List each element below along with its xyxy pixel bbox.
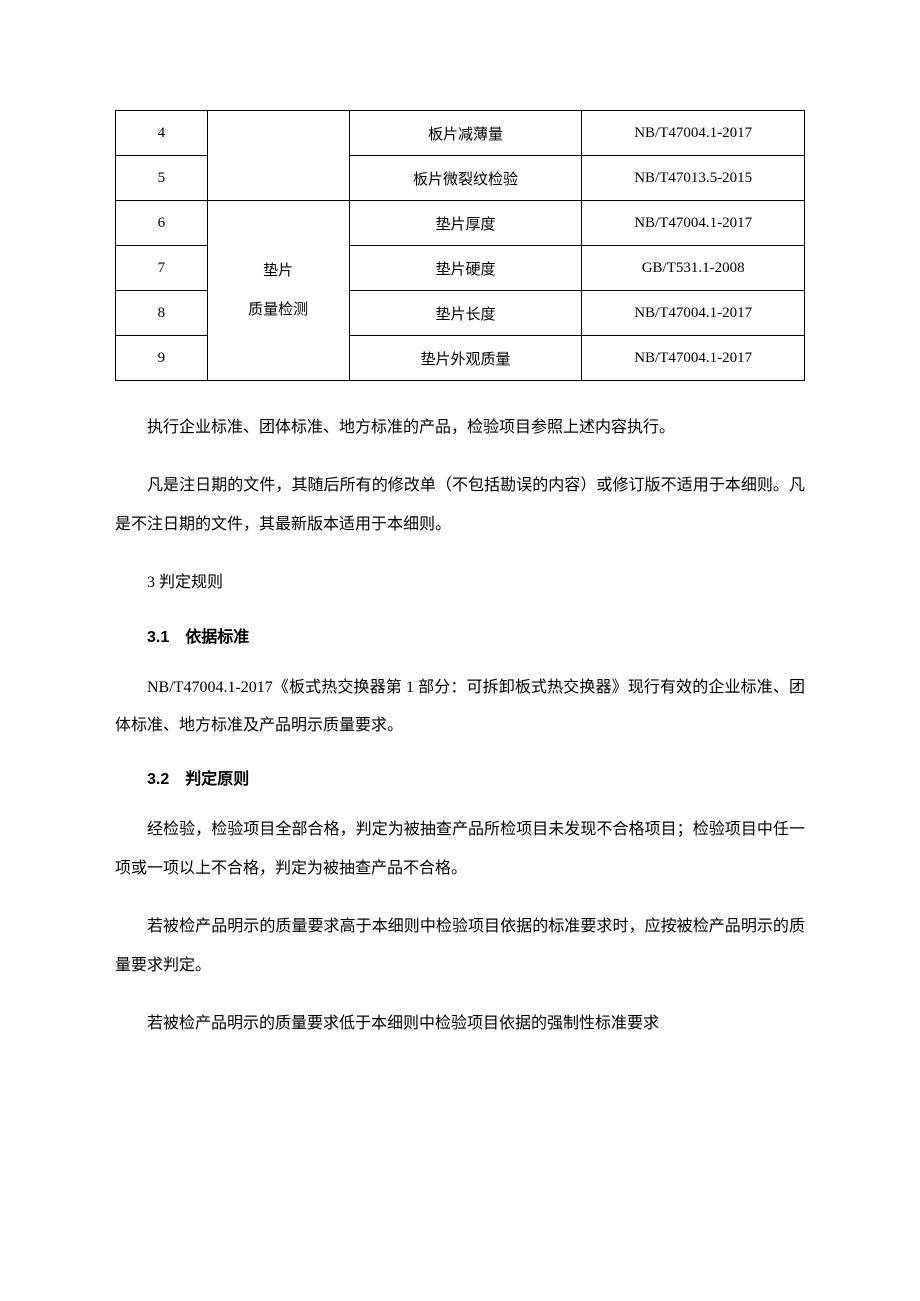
cell-std: GB/T531.1-2008 [582, 246, 805, 291]
heading-3-2: 3.2 判定原则 [115, 765, 805, 789]
cell-category: 垫片 质量检测 [207, 201, 349, 381]
cell-num: 9 [116, 336, 208, 381]
cell-num: 7 [116, 246, 208, 291]
cell-item: 板片微裂纹检验 [349, 156, 582, 201]
cell-std: NB/T47013.5-2015 [582, 156, 805, 201]
heading-3-1: 3.1 依据标准 [115, 623, 805, 647]
page: 4 板片减薄量 NB/T47004.1-2017 5 板片微裂纹检验 NB/T4… [0, 0, 920, 1301]
cell-num: 8 [116, 291, 208, 336]
section-3-title: 3 判定规则 [115, 564, 805, 602]
cell-item: 垫片厚度 [349, 201, 582, 246]
cell-num: 4 [116, 111, 208, 156]
paragraph: NB/T47004.1-2017《板式热交换器第 1 部分：可拆卸板式热交换器》… [115, 669, 805, 746]
cell-item: 垫片长度 [349, 291, 582, 336]
category-line1: 垫片 [208, 252, 349, 291]
cell-std: NB/T47004.1-2017 [582, 111, 805, 156]
cell-num: 6 [116, 201, 208, 246]
cell-std: NB/T47004.1-2017 [582, 291, 805, 336]
paragraph: 凡是注日期的文件，其随后所有的修改单（不包括勘误的内容）或修订版不适用于本细则。… [115, 467, 805, 544]
cell-num: 5 [116, 156, 208, 201]
paragraph: 经检验，检验项目全部合格，判定为被抽查产品所检项目未发现不合格项目；检验项目中任… [115, 811, 805, 888]
inspection-table: 4 板片减薄量 NB/T47004.1-2017 5 板片微裂纹检验 NB/T4… [115, 110, 805, 381]
paragraph: 执行企业标准、团体标准、地方标准的产品，检验项目参照上述内容执行。 [115, 409, 805, 447]
table-row: 4 板片减薄量 NB/T47004.1-2017 [116, 111, 805, 156]
paragraph: 若被检产品明示的质量要求高于本细则中检验项目依据的标准要求时，应按被检产品明示的… [115, 908, 805, 985]
cell-category-empty [207, 111, 349, 201]
cell-item: 垫片外观质量 [349, 336, 582, 381]
cell-item: 垫片硬度 [349, 246, 582, 291]
paragraph: 若被检产品明示的质量要求低于本细则中检验项目依据的强制性标准要求 [115, 1005, 805, 1043]
cell-std: NB/T47004.1-2017 [582, 201, 805, 246]
cell-std: NB/T47004.1-2017 [582, 336, 805, 381]
category-line2: 质量检测 [208, 291, 349, 330]
cell-item: 板片减薄量 [349, 111, 582, 156]
table-row: 6 垫片 质量检测 垫片厚度 NB/T47004.1-2017 [116, 201, 805, 246]
